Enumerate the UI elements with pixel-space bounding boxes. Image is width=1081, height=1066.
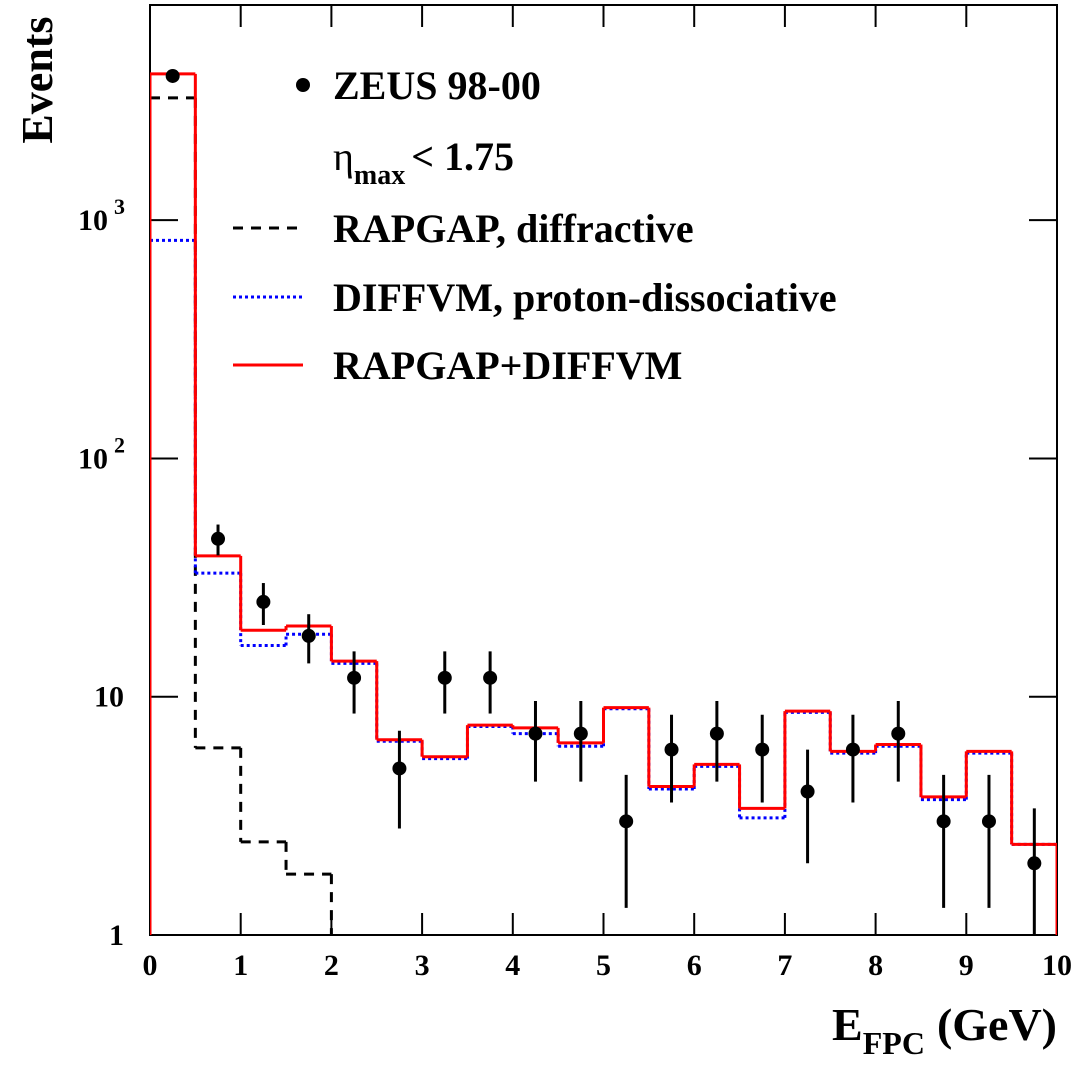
data-point — [528, 726, 543, 741]
x-tick-label: 9 — [959, 949, 974, 982]
data-point — [573, 726, 588, 741]
legend-label: DIFFVM, proton-dissociative — [333, 275, 837, 320]
legend-label: ZEUS 98-00 — [333, 63, 541, 108]
data-point — [755, 742, 770, 757]
x-tick-label: 6 — [687, 949, 702, 982]
legend-label: RAPGAP+DIFFVM — [333, 343, 682, 388]
x-tick-label: 4 — [505, 949, 520, 982]
data-point — [347, 670, 362, 685]
legend-label: RAPGAP, diffractive — [333, 206, 694, 251]
plot-area — [150, 68, 1057, 935]
data-point — [981, 814, 996, 829]
data-point — [709, 726, 724, 741]
y-tick-label: 1 — [109, 919, 124, 952]
x-tick-label: 0 — [143, 949, 158, 982]
annotation-symbol: η — [333, 134, 354, 179]
x-tick-label: 8 — [868, 949, 883, 982]
data-point — [664, 742, 679, 757]
legend-marker — [296, 78, 310, 92]
data-point — [392, 761, 407, 776]
x-axis-label-sub: FPC — [863, 1025, 925, 1061]
annotation: ηmax < 1.75 — [333, 134, 514, 191]
annotation-sub: max — [354, 160, 405, 191]
x-tick-label: 2 — [324, 949, 339, 982]
x-tick-label: 7 — [777, 949, 792, 982]
data-point — [437, 670, 452, 685]
x-tick-label: 5 — [596, 949, 611, 982]
data-point — [845, 742, 860, 757]
y-axis-label: Events — [13, 16, 62, 143]
data-point — [483, 670, 498, 685]
y-tick-label: 10 3 — [78, 194, 125, 237]
data-point — [165, 68, 180, 83]
y-tick-base: 10 — [78, 442, 108, 475]
data-point — [1027, 856, 1042, 871]
data-point — [211, 531, 226, 546]
data-point — [936, 814, 951, 829]
x-axis-label-main: E — [832, 999, 863, 1050]
y-tick-base: 10 — [78, 204, 108, 237]
x-tick-label: 1 — [233, 949, 248, 982]
data-point — [301, 628, 316, 643]
y-tick-exponent: 3 — [114, 194, 125, 219]
x-tick-label: 3 — [415, 949, 430, 982]
x-axis-label-unit: (GeV) — [937, 999, 1057, 1050]
y-tick-label: 10 — [94, 681, 124, 714]
x-tick-label: 10 — [1042, 949, 1072, 982]
data-point — [256, 594, 271, 609]
data-point — [619, 814, 634, 829]
y-tick-label: 10 2 — [78, 432, 125, 475]
x-axis-label: EFPC (GeV) — [832, 999, 1057, 1061]
y-tick-exponent: 2 — [114, 432, 125, 457]
data-point — [800, 784, 815, 799]
data-point — [891, 726, 906, 741]
annotation-text: < 1.75 — [411, 134, 514, 179]
